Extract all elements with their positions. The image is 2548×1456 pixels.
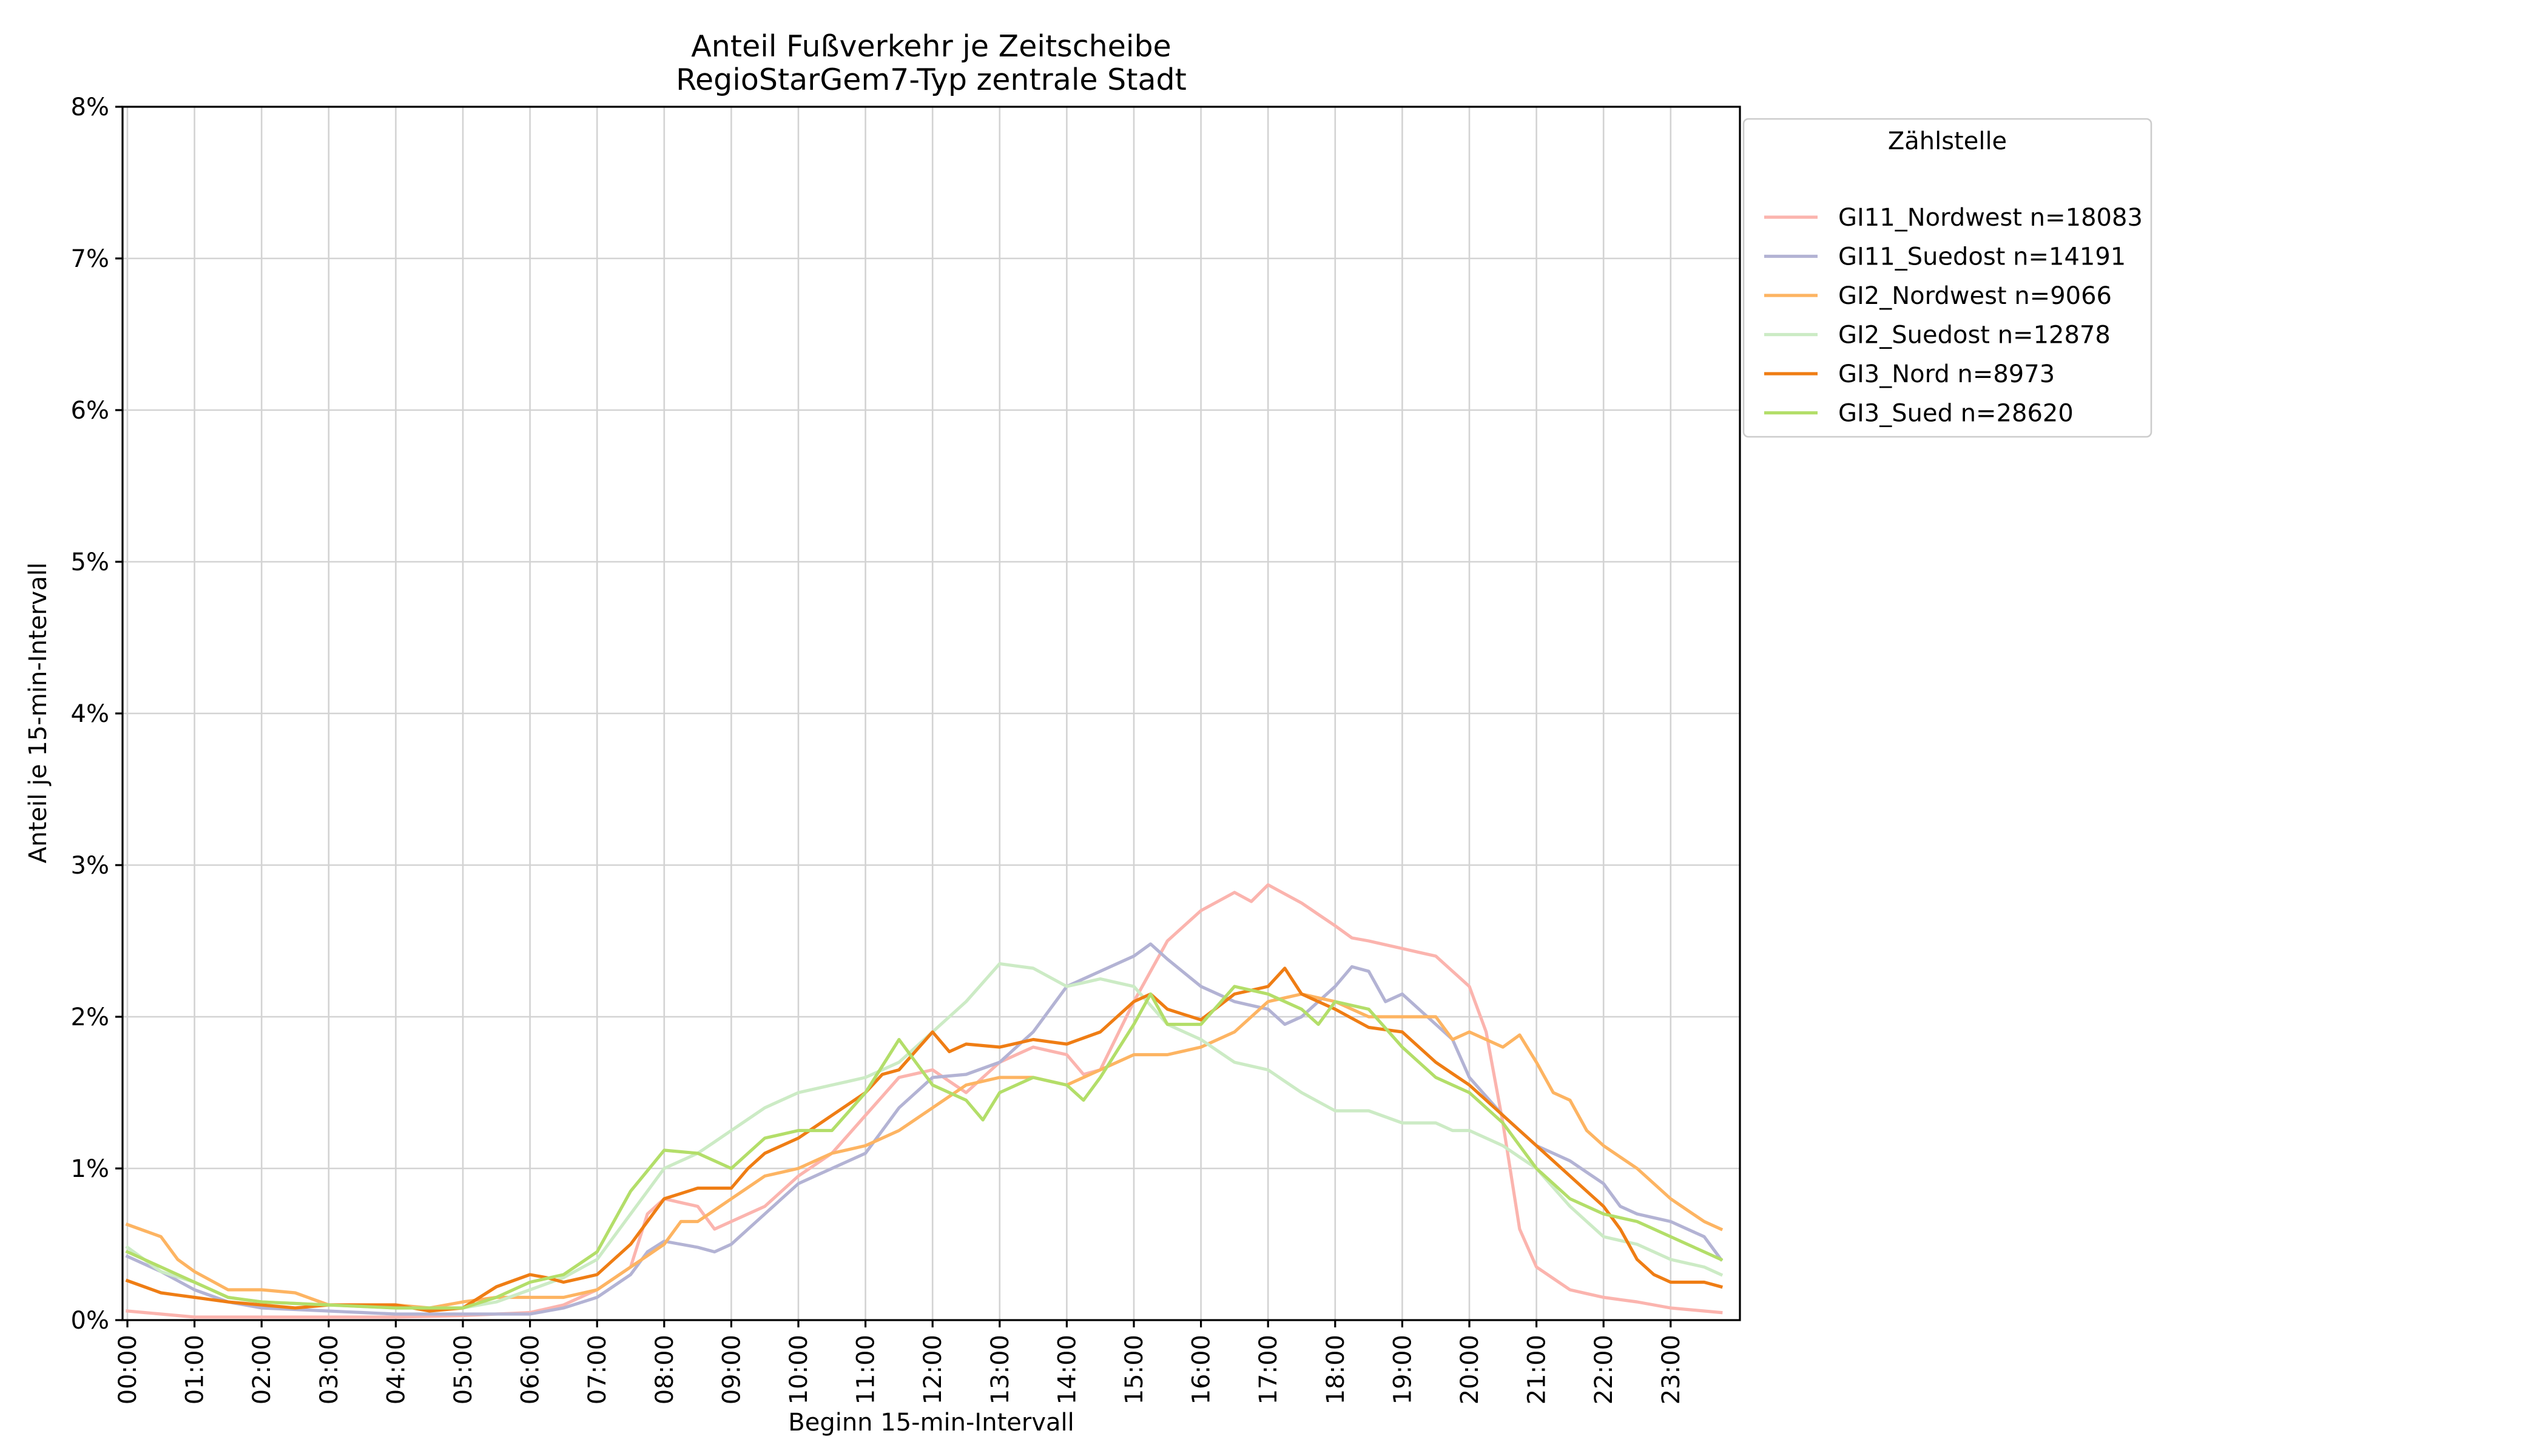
chart-title: Anteil Fußverkehr je Zeitscheibe — [691, 29, 1171, 64]
legend-label: GI3_Sued n=28620 — [1838, 400, 2074, 428]
legend-label: GI2_Nordwest n=9066 — [1838, 282, 2112, 310]
y-tick-label: 2% — [71, 1003, 109, 1031]
y-tick-label: 5% — [71, 548, 109, 576]
y-axis-label: Anteil je 15-min-Intervall — [24, 562, 52, 863]
legend-label: GI3_Nord n=8973 — [1838, 360, 2055, 388]
y-tick-label: 8% — [71, 93, 109, 121]
legend-label: GI11_Nordwest n=18083 — [1838, 204, 2143, 232]
legend: Zählstelle GI11_Nordwest n=18083 GI11_Sue… — [1742, 118, 2152, 438]
x-tick-label: 06:00 — [517, 1335, 545, 1404]
x-tick-label: 04:00 — [382, 1335, 410, 1404]
x-tick-label: 10:00 — [785, 1335, 813, 1404]
y-tick-label: 3% — [71, 852, 109, 880]
x-tick-label: 05:00 — [450, 1335, 477, 1404]
x-tick-label: 11:00 — [852, 1335, 880, 1404]
x-tick-label: 14:00 — [1053, 1335, 1081, 1404]
x-tick-label: 23:00 — [1657, 1335, 1685, 1404]
x-tick-label: 01:00 — [181, 1335, 209, 1404]
x-tick-label: 18:00 — [1322, 1335, 1350, 1404]
axes: 0% 1% 2% 3% 4% 5% 6% 7% 8% 00:00 01:00 02:00 03:00 04… — [71, 93, 1741, 1404]
y-tick-label: 0% — [71, 1307, 109, 1335]
x-tick-label: 20:00 — [1456, 1335, 1484, 1404]
series-line-5 — [125, 966, 1723, 1313]
x-tick-label: 03:00 — [315, 1335, 343, 1404]
plot-frame — [121, 106, 1741, 1321]
x-tick-label: 21:00 — [1523, 1335, 1551, 1404]
x-tick-label: 17:00 — [1255, 1335, 1282, 1404]
grid — [123, 106, 1740, 1321]
legend-label: GI2_Suedost n=12878 — [1838, 322, 2111, 349]
y-tick-label: 7% — [71, 245, 109, 273]
x-tick-label: 15:00 — [1121, 1335, 1148, 1404]
x-tick-label: 02:00 — [248, 1335, 276, 1404]
legend-title: Zählstelle — [1888, 127, 2007, 155]
x-tick-label: 09:00 — [718, 1335, 746, 1404]
x-tick-label: 19:00 — [1389, 1335, 1417, 1404]
x-tick-label: 22:00 — [1590, 1335, 1618, 1404]
y-tick-label: 1% — [71, 1155, 109, 1183]
x-axis-label: Beginn 15-min-Intervall — [788, 1409, 1074, 1437]
legend-label: GI11_Suedost n=14191 — [1838, 243, 2126, 271]
series-line-6 — [125, 985, 1724, 1310]
series-line-2 — [125, 942, 1724, 1316]
x-tick-label: 13:00 — [986, 1335, 1014, 1404]
series-lines — [125, 883, 1724, 1319]
x-tick-label: 12:00 — [919, 1335, 947, 1404]
x-tick-label: 07:00 — [584, 1335, 612, 1404]
y-tick-label: 6% — [71, 397, 109, 425]
x-tick-label: 08:00 — [651, 1335, 679, 1404]
y-tick-label: 4% — [71, 700, 109, 728]
chart-subtitle: RegioStarGem7-Typ zentrale Stadt — [676, 62, 1187, 97]
x-tick-label: 16:00 — [1188, 1335, 1216, 1404]
x-tick-label: 00:00 — [114, 1335, 142, 1404]
legend-frame — [1742, 118, 2152, 438]
